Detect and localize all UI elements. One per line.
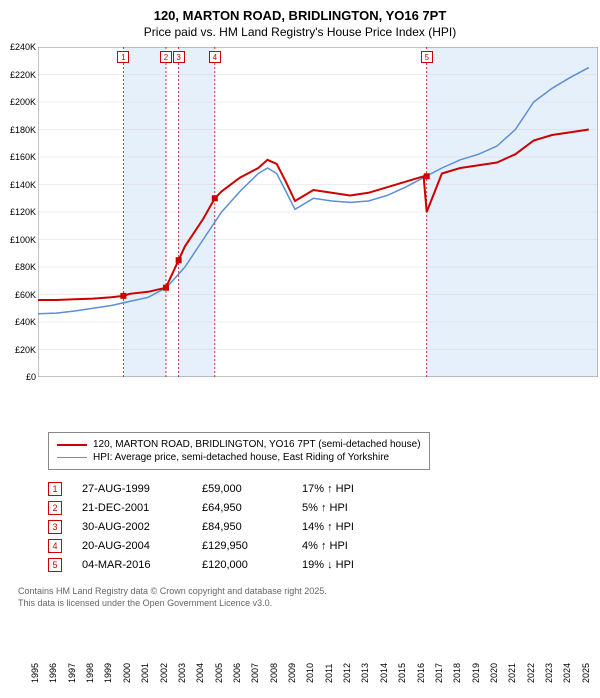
legend-label-2: HPI: Average price, semi-detached house,… bbox=[93, 452, 389, 463]
x-axis: 1995199619971998199920002001200220032004… bbox=[30, 653, 590, 698]
tx-date: 30-AUG-2002 bbox=[82, 521, 202, 533]
transaction-row: 5 04-MAR-2016 £120,000 19% ↓ HPI bbox=[48, 558, 592, 572]
tx-marker-icon: 3 bbox=[48, 520, 62, 534]
tx-price: £64,950 bbox=[202, 502, 302, 514]
tx-pct: 4% ↑ HPI bbox=[302, 540, 402, 552]
chart-plot bbox=[38, 47, 598, 377]
tx-marker-icon: 2 bbox=[48, 501, 62, 515]
tx-marker-icon: 1 bbox=[48, 482, 62, 496]
chart-subtitle: Price paid vs. HM Land Registry's House … bbox=[8, 25, 592, 39]
transaction-row: 4 20-AUG-2004 £129,950 4% ↑ HPI bbox=[48, 539, 592, 553]
chart-marker-5: 5 bbox=[421, 51, 433, 63]
tx-date: 27-AUG-1999 bbox=[82, 483, 202, 495]
tx-pct: 5% ↑ HPI bbox=[302, 502, 402, 514]
chart-marker-3: 3 bbox=[173, 51, 185, 63]
legend-item-1: 120, MARTON ROAD, BRIDLINGTON, YO16 7PT … bbox=[57, 439, 421, 450]
legend-item-2: HPI: Average price, semi-detached house,… bbox=[57, 452, 421, 463]
tx-price: £129,950 bbox=[202, 540, 302, 552]
legend: 120, MARTON ROAD, BRIDLINGTON, YO16 7PT … bbox=[48, 432, 430, 470]
legend-swatch-1 bbox=[57, 444, 87, 446]
tx-pct: 14% ↑ HPI bbox=[302, 521, 402, 533]
tx-price: £59,000 bbox=[202, 483, 302, 495]
transaction-row: 3 30-AUG-2002 £84,950 14% ↑ HPI bbox=[48, 520, 592, 534]
tx-price: £120,000 bbox=[202, 559, 302, 571]
tx-pct: 17% ↑ HPI bbox=[302, 483, 402, 495]
legend-swatch-2 bbox=[57, 457, 87, 459]
chart-marker-2: 2 bbox=[160, 51, 172, 63]
legend-label-1: 120, MARTON ROAD, BRIDLINGTON, YO16 7PT … bbox=[93, 439, 421, 450]
tx-price: £84,950 bbox=[202, 521, 302, 533]
footer-text: Contains HM Land Registry data © Crown c… bbox=[18, 586, 592, 609]
tx-date: 04-MAR-2016 bbox=[82, 559, 202, 571]
y-axis: £0£20K£40K£60K£80K£100K£120K£140K£160K£1… bbox=[8, 47, 38, 377]
tx-pct: 19% ↓ HPI bbox=[302, 559, 402, 571]
tx-date: 20-AUG-2004 bbox=[82, 540, 202, 552]
chart-marker-1: 1 bbox=[117, 51, 129, 63]
tx-date: 21-DEC-2001 bbox=[82, 502, 202, 514]
chart-area: £0£20K£40K£60K£80K£100K£120K£140K£160K£1… bbox=[38, 47, 598, 377]
chart-title: 120, MARTON ROAD, BRIDLINGTON, YO16 7PT bbox=[8, 8, 592, 23]
transaction-table: 1 27-AUG-1999 £59,000 17% ↑ HPI 2 21-DEC… bbox=[48, 482, 592, 572]
transaction-row: 2 21-DEC-2001 £64,950 5% ↑ HPI bbox=[48, 501, 592, 515]
tx-marker-icon: 5 bbox=[48, 558, 62, 572]
chart-marker-4: 4 bbox=[209, 51, 221, 63]
tx-marker-icon: 4 bbox=[48, 539, 62, 553]
transaction-row: 1 27-AUG-1999 £59,000 17% ↑ HPI bbox=[48, 482, 592, 496]
